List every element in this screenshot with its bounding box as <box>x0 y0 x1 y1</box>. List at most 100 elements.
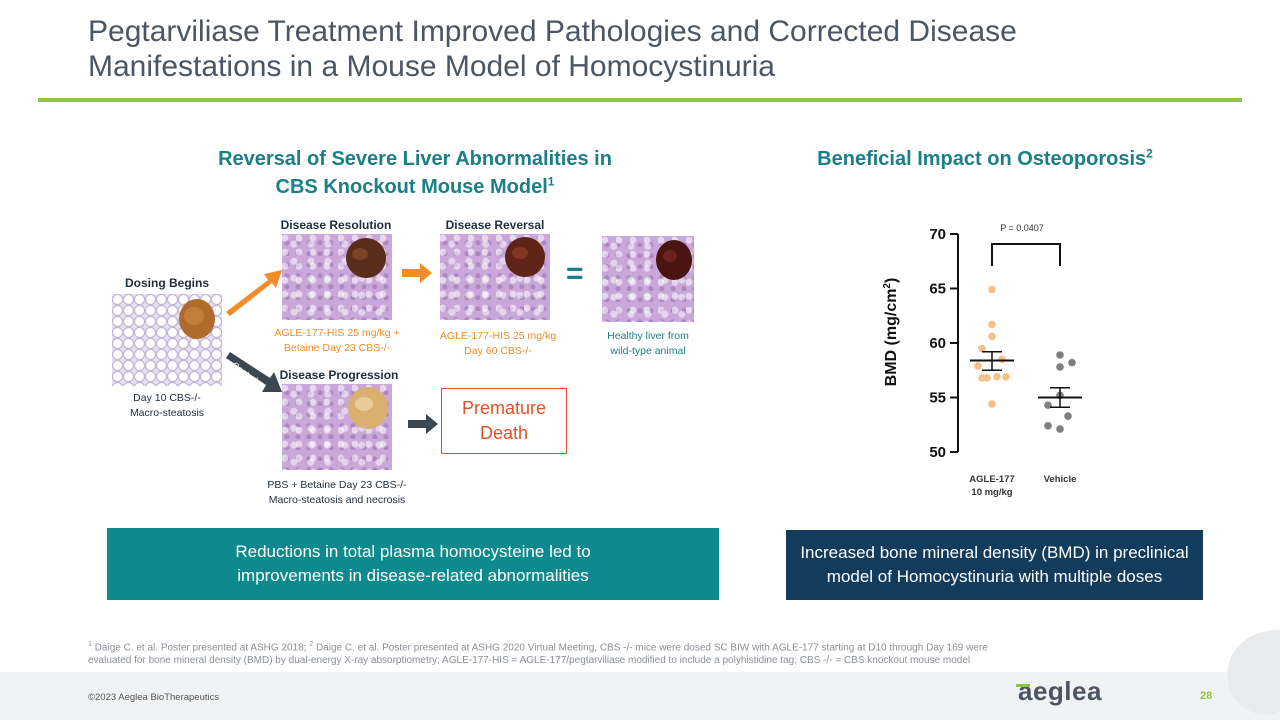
data-point <box>1056 425 1064 433</box>
svg-text:BMD (mg/cm2): BMD (mg/cm2) <box>882 278 900 387</box>
footnote-sup2: 2 <box>309 641 314 648</box>
progression-caption-line1: PBS + Betaine Day 23 CBS-/- <box>267 479 407 491</box>
day10-caption: Day 10 CBS-/- Macro-steatosis <box>104 391 230 421</box>
y-tick-label: 60 <box>929 335 946 352</box>
progression-caption: PBS + Betaine Day 23 CBS-/- Macro-steato… <box>254 478 420 508</box>
footnote-sup1: 1 <box>88 641 92 648</box>
osteoporosis-heading: Beneficial Impact on Osteoporosis2 <box>800 145 1170 173</box>
reversal-caption-line1: AGLE-177-HIS 25 mg/kg <box>439 330 557 342</box>
bmd-chart: BMD (mg/cm2) 50 55 60 65 70 P = 0.0407 AGLE-… <box>882 223 1082 498</box>
progression-title: Disease Progression <box>279 368 399 382</box>
footnote-line1-wrap: 1 Daige C. et al. Poster presented at AS… <box>88 638 1088 654</box>
resolution-caption-line2: Betaine Day 23 CBS-/- <box>283 342 391 354</box>
data-point <box>988 400 996 408</box>
x-category-label: AGLE-177 <box>969 474 1014 485</box>
healthy-liver-organ-icon <box>656 240 692 280</box>
dark-right-arrow-icon <box>408 414 438 434</box>
data-point <box>1064 412 1072 420</box>
data-point <box>974 362 982 370</box>
liver-heading-line1: Reversal of Severe Liver Abnormalities i… <box>218 148 612 170</box>
premature-death-box: Premature Death <box>441 388 567 454</box>
data-point <box>988 320 996 329</box>
mean-sem-bars <box>970 350 1082 409</box>
data-point <box>988 332 996 341</box>
reversal-title: Disease Reversal <box>445 218 545 232</box>
data-points <box>974 285 1076 433</box>
x-category-labels: AGLE-177 10 mg/kg Vehicle <box>969 474 1076 498</box>
title-divider <box>38 98 1242 102</box>
dosing-begins-label: Dosing Begins <box>124 276 209 290</box>
control-arrow-icon <box>226 352 282 392</box>
reversal-liver-organ-icon <box>505 237 545 277</box>
treated-arrow-icon <box>226 270 282 316</box>
resolution-liver-organ-icon <box>346 238 386 278</box>
footnote-line2: evaluated for bone mineral density (BMD)… <box>88 655 971 667</box>
healthy-histology-image <box>602 236 694 322</box>
y-tick-label: 50 <box>929 444 946 461</box>
osteoporosis-heading-sup: 2 <box>1146 146 1153 161</box>
day10-caption-line2: Macro-steatosis <box>129 407 205 419</box>
day10-liver-organ-icon <box>179 299 215 339</box>
aeglea-logo-text: aeglea <box>1018 676 1102 706</box>
liver-heading-line2-wrap: CBS Knockout Mouse Model1 <box>180 173 650 201</box>
osteoporosis-heading-text: Beneficial Impact on Osteoporosis <box>817 148 1147 170</box>
resolution-caption-line1: AGLE-177-HIS 25 mg/kg + <box>274 327 400 339</box>
y-tick-label: 70 <box>929 226 946 243</box>
data-point <box>1044 401 1052 409</box>
copyright-text: ©2023 Aeglea BioTherapeutics <box>88 692 220 703</box>
orange-right-arrow-icon <box>402 263 432 283</box>
progression-caption-line2: Macro-steatosis and necrosis <box>268 494 406 506</box>
reversal-caption-line2: Day 60 CBS-/- <box>464 345 532 357</box>
y-axis-label-sup: 2 <box>882 283 893 289</box>
resolution-title: Disease Resolution <box>280 218 392 232</box>
premature-line1: Premature <box>461 398 547 418</box>
liver-section-heading: Reversal of Severe Liver Abnormalities i… <box>180 145 650 201</box>
y-tick-label: 65 <box>929 281 946 298</box>
x-category-label: Vehicle <box>1044 474 1077 485</box>
progression-histology-image <box>282 384 392 470</box>
day10-histology-image <box>112 294 222 386</box>
data-point <box>978 344 986 353</box>
data-point <box>993 372 1001 381</box>
footnote-text-a: Daige C. et al. Poster presented at ASHG… <box>94 642 307 654</box>
p-value-bracket: P = 0.0407 <box>991 223 1061 266</box>
data-point <box>1002 372 1010 381</box>
resolution-histology-image <box>282 234 392 320</box>
equals-sign: = <box>566 257 584 290</box>
data-point <box>1044 422 1052 430</box>
footnote: 1 Daige C. et al. Poster presented at AS… <box>88 638 1088 667</box>
aeglea-logo: aeglea <box>1018 676 1102 707</box>
footer-bar <box>0 672 1280 720</box>
healthy-caption-line1: Healthy liver from <box>607 330 689 342</box>
bmd-summary-line1: Increased bone mineral density (BMD) in … <box>800 543 1189 562</box>
slide-title: Pegtarviliase Treatment Improved Patholo… <box>88 15 1017 83</box>
logo-accent-icon <box>1016 684 1030 687</box>
footnote-text-b: Daige C. et al. Poster presented at ASHG… <box>315 642 988 654</box>
y-axis-label: BMD (mg/cm2) <box>882 278 900 387</box>
y-ticks: 50 55 60 65 70 <box>929 226 958 461</box>
data-point <box>1056 363 1064 371</box>
decorative-swoosh-icon <box>1227 630 1280 715</box>
liver-summary-line1: Reductions in total plasma homocysteine … <box>235 542 591 561</box>
reversal-histology-image <box>440 234 550 320</box>
reversal-caption: AGLE-177-HIS 25 mg/kg Day 60 CBS-/- <box>428 329 568 359</box>
premature-line2: Death <box>479 423 529 443</box>
data-point <box>1068 358 1076 367</box>
liver-heading-line2: CBS Knockout Mouse Model <box>275 176 548 198</box>
y-axis-label-close: ) <box>883 278 900 283</box>
p-value-text: P = 0.0407 <box>1000 223 1044 233</box>
resolution-caption: AGLE-177-HIS 25 mg/kg + Betaine Day 23 C… <box>264 326 410 356</box>
data-point <box>978 374 986 382</box>
bmd-summary-line2: model of Homocystinuria with multiple do… <box>826 567 1163 586</box>
healthy-caption-line2: wild-type animal <box>610 345 686 357</box>
data-point <box>998 355 1006 364</box>
y-axis-label-main: BMD (mg/cm <box>883 289 900 387</box>
progression-liver-organ-icon <box>348 387 388 429</box>
liver-heading-sup: 1 <box>547 174 555 189</box>
liver-summary-line2: improvements in disease-related abnormal… <box>237 566 589 585</box>
liver-summary-box: Reductions in total plasma homocysteine … <box>107 528 719 600</box>
bmd-summary-box: Increased bone mineral density (BMD) in … <box>786 530 1203 600</box>
healthy-caption: Healthy liver from wild-type animal <box>592 329 704 359</box>
data-point <box>1056 351 1064 359</box>
page-number: 28 <box>1200 690 1213 702</box>
